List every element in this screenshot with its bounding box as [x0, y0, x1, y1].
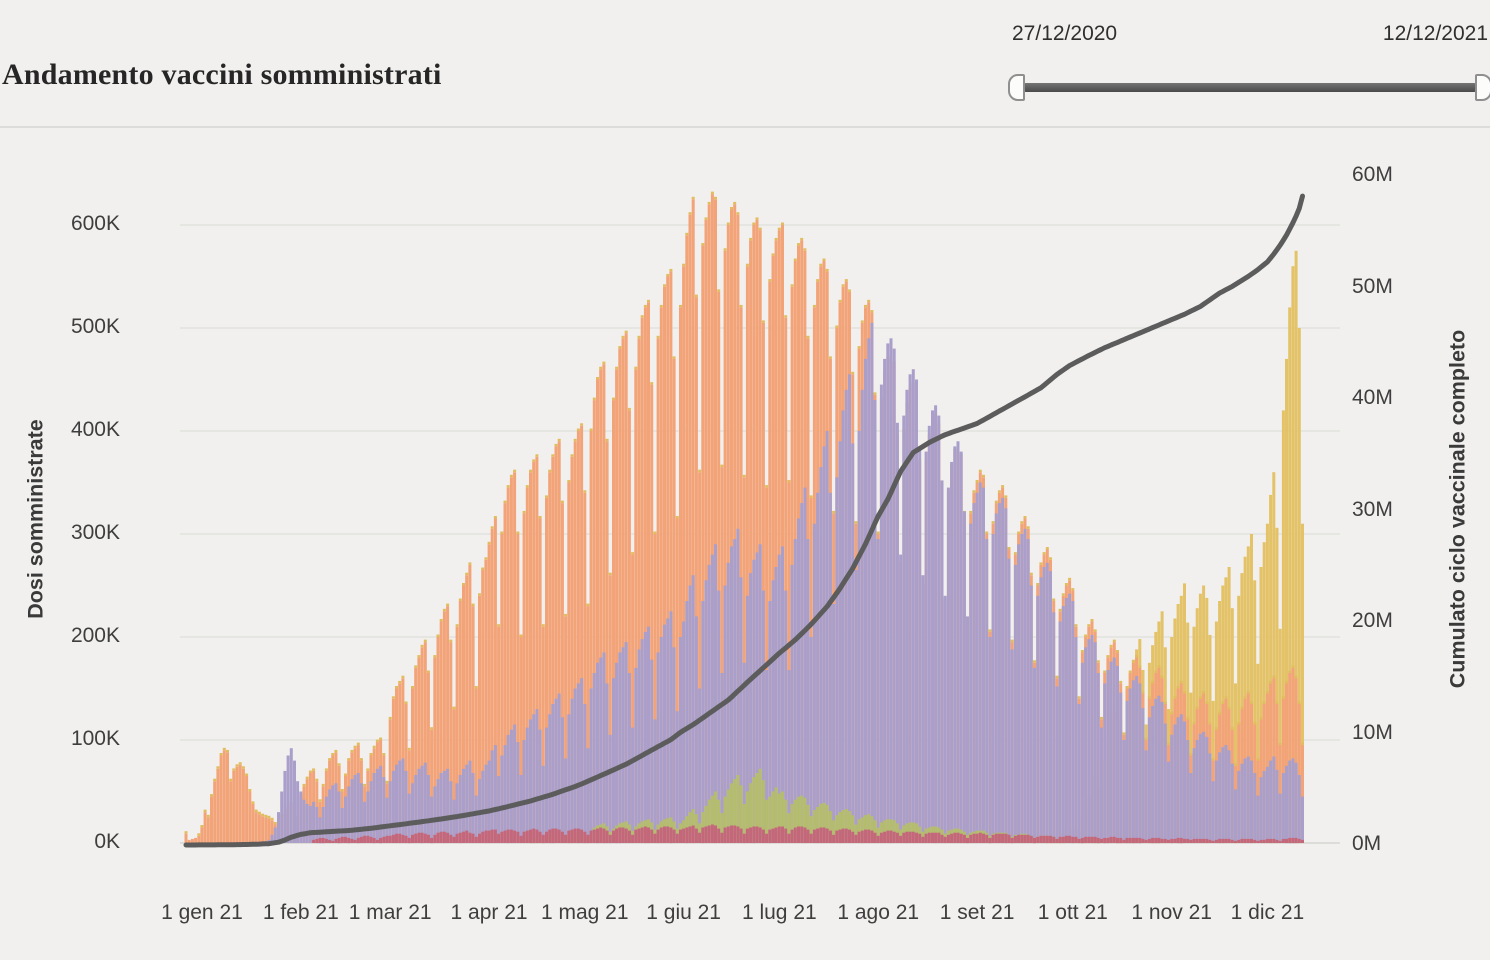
x-axis-tick: 1 ott 21	[1037, 901, 1108, 924]
cumulative-line	[183, 193, 1305, 848]
y2-axis-tick: 20M	[1352, 609, 1393, 632]
slider-end-date: 12/12/2021	[1382, 22, 1488, 45]
y-axis-tick: 100K	[70, 727, 120, 750]
y-axis-tick: 200K	[70, 624, 120, 647]
y-axis-tick: 500K	[70, 315, 120, 338]
y2-axis-tick: 0M	[1352, 832, 1382, 855]
y2-axis-tick: 30M	[1352, 497, 1393, 521]
slider-start-date: 27/12/2020	[1012, 22, 1118, 45]
y-axis-tick: 400K	[70, 418, 120, 441]
y2-axis-tick: 50M	[1352, 274, 1393, 298]
y2-axis-title: Cumulato ciclo vaccinale completo	[1445, 329, 1470, 689]
series-red-bars[interactable]	[312, 824, 1304, 844]
x-axis-tick: 1 feb 21	[262, 901, 339, 924]
x-axis-tick: 1 mar 21	[348, 901, 432, 924]
date-range-slider-track[interactable]	[1008, 74, 1490, 101]
y-axis-tick: 600K	[70, 212, 120, 235]
x-axis-tick: 1 mag 21	[540, 901, 629, 924]
x-axis-tick: 1 gen 21	[161, 901, 243, 924]
x-axis-tick: 1 nov 21	[1131, 901, 1212, 924]
y-axis-tick: 300K	[70, 521, 120, 544]
y2-axis-tick: 10M	[1352, 720, 1393, 744]
y-axis-tick: 0K	[94, 830, 120, 853]
header-divider	[0, 126, 1490, 128]
slider-handle-right[interactable]	[1475, 74, 1490, 101]
y-axis-title: Dosi somministrate	[23, 419, 48, 619]
page-title: Andamento vaccini somministrati	[2, 58, 442, 91]
y2-axis-tick: 40M	[1352, 386, 1393, 409]
y2-axis-tick: 60M	[1352, 163, 1393, 186]
x-axis-tick: 1 ago 21	[837, 901, 920, 924]
slider-handle-left[interactable]	[1008, 74, 1025, 101]
x-axis-tick: 1 lug 21	[741, 901, 817, 924]
x-axis-tick: 1 giu 21	[646, 901, 721, 924]
x-axis-tick: 1 set 21	[939, 901, 1015, 924]
series-purple-bars[interactable]	[267, 322, 1304, 844]
x-axis-tick: 1 apr 21	[450, 901, 528, 924]
x-axis-tick: 1 dic 21	[1230, 901, 1305, 924]
